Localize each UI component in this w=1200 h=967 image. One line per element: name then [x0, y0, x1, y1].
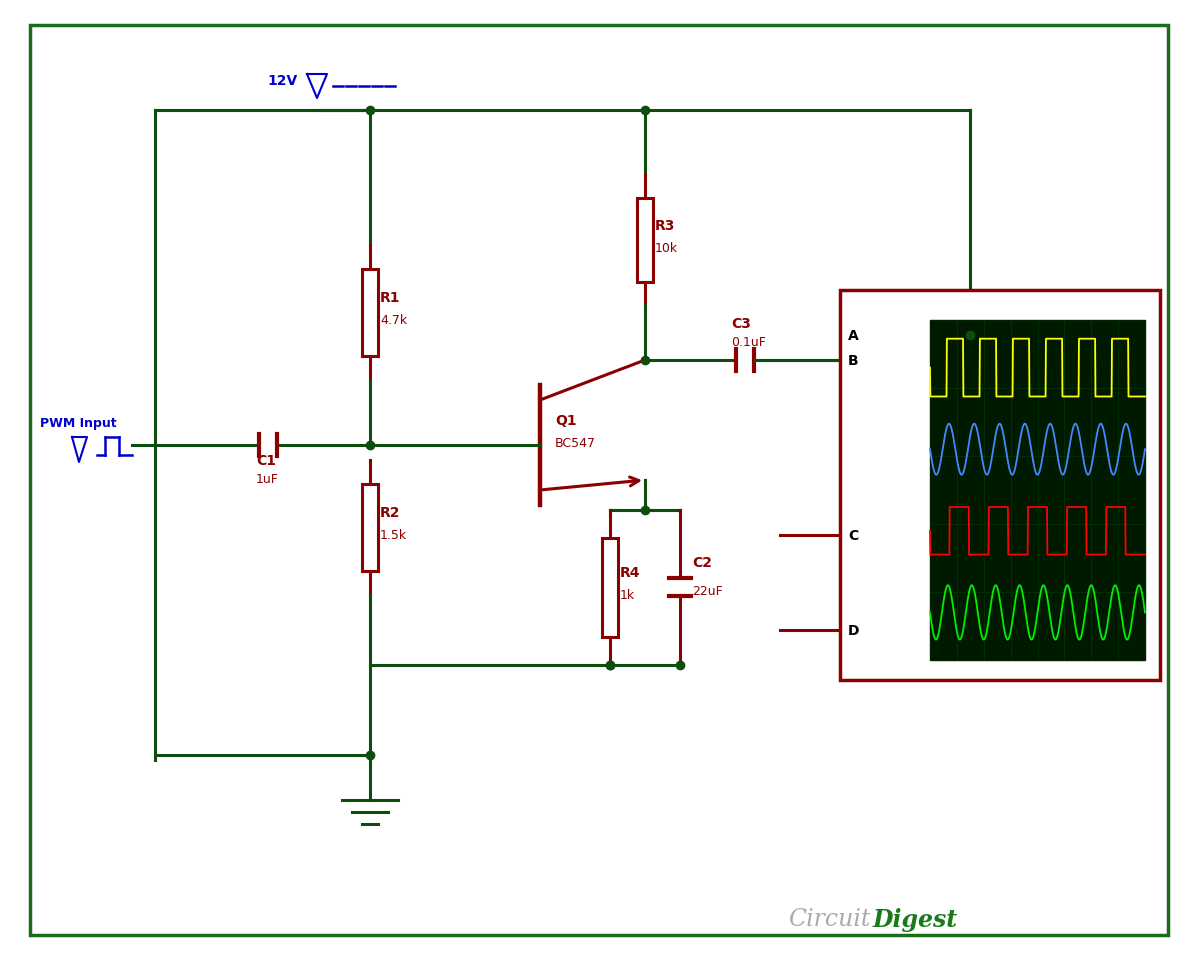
- Text: C3: C3: [731, 317, 751, 331]
- Bar: [637, 198, 653, 281]
- Text: C: C: [848, 529, 858, 543]
- Bar: [930, 320, 1145, 660]
- Text: 10k: 10k: [655, 242, 678, 255]
- Bar: [602, 538, 618, 637]
- Text: A: A: [848, 329, 859, 343]
- Bar: [362, 484, 378, 571]
- Text: C2: C2: [692, 556, 712, 570]
- Text: Q1: Q1: [554, 414, 577, 428]
- Text: R3: R3: [655, 219, 676, 233]
- Text: Digest: Digest: [874, 908, 958, 932]
- Text: 1k: 1k: [620, 589, 635, 602]
- Text: R1: R1: [380, 291, 401, 305]
- Text: BC547: BC547: [554, 437, 596, 450]
- Text: 12V: 12V: [266, 74, 298, 88]
- Text: 1.5k: 1.5k: [380, 529, 407, 542]
- Text: Circuit: Circuit: [787, 909, 870, 931]
- Text: D: D: [848, 624, 859, 638]
- Text: 22uF: 22uF: [692, 585, 722, 598]
- Text: 4.7k: 4.7k: [380, 314, 407, 327]
- Text: PWM Input: PWM Input: [40, 417, 116, 430]
- Text: 0.1uF: 0.1uF: [731, 336, 766, 349]
- Text: 1uF: 1uF: [256, 473, 278, 486]
- Text: B: B: [848, 354, 859, 368]
- Text: C1: C1: [256, 454, 276, 468]
- Bar: [840, 290, 1160, 680]
- Bar: [362, 269, 378, 356]
- Text: R2: R2: [380, 506, 401, 520]
- Text: R4: R4: [620, 566, 641, 580]
